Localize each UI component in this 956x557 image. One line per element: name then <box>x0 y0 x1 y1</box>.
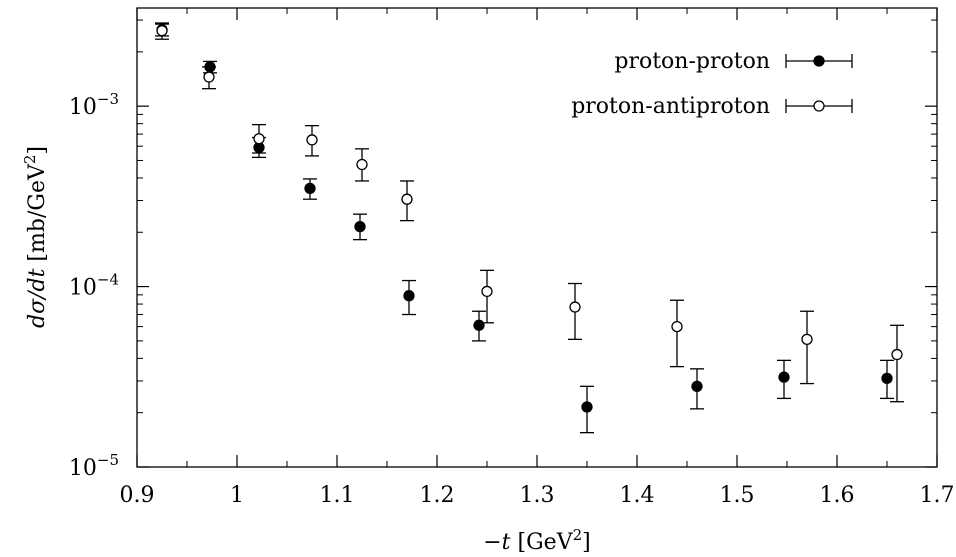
axis-tick-labels: 0.9 1 1.1 1.2 1.3 1.4 1.5 1.6 1.7 10−5 10−4 10−3 <box>69 90 955 508</box>
point-pp <box>581 401 593 413</box>
point-ppbar <box>891 348 903 361</box>
x-tick-label: 1.7 <box>920 483 955 508</box>
point-pp <box>691 380 703 392</box>
x-tick-label: 1.4 <box>620 483 655 508</box>
point-ppbar <box>356 158 368 171</box>
point-ppbar <box>569 301 581 313</box>
data-points <box>155 22 904 434</box>
legend-marker <box>813 100 825 112</box>
x-tick-label: 1.2 <box>420 483 455 508</box>
point-ppbar <box>671 320 683 333</box>
point-ppbar <box>253 133 265 145</box>
point-ppbar <box>401 193 413 205</box>
x-tick-label: 1.5 <box>720 483 755 508</box>
x-axis-title: −t [GeV2] <box>483 526 590 555</box>
x-tick-label: 1.1 <box>320 483 355 508</box>
x-tick-label: 1 <box>230 483 244 508</box>
point-ppbar <box>203 71 215 83</box>
point-ppbar <box>801 333 813 345</box>
point-pp <box>304 182 316 195</box>
point-ppbar <box>306 134 318 146</box>
y-tick-label: 10−3 <box>69 90 119 120</box>
legend: proton-proton proton-antiproton <box>571 49 853 119</box>
y-tick-label: 10−4 <box>69 271 119 301</box>
x-tick-label: 1.6 <box>820 483 855 508</box>
x-tick-label: 0.9 <box>120 483 155 508</box>
point-ppbar <box>481 285 493 298</box>
point-pp <box>354 220 366 233</box>
x-tick-label: 1.3 <box>520 483 555 508</box>
legend-label: proton-proton <box>614 49 770 74</box>
y-axis-title: dσ/dt [mb/GeV2] <box>21 146 50 328</box>
point-ppbar <box>156 25 168 37</box>
y-tick-label: 10−5 <box>69 451 119 481</box>
legend-marker <box>813 55 825 67</box>
point-pp <box>403 290 415 302</box>
point-pp <box>881 372 893 384</box>
point-pp <box>473 319 485 331</box>
point-pp <box>778 371 790 383</box>
axis-ticks <box>136 8 938 468</box>
legend-label: proton-antiproton <box>571 94 770 119</box>
plot-frame <box>136 7 938 468</box>
